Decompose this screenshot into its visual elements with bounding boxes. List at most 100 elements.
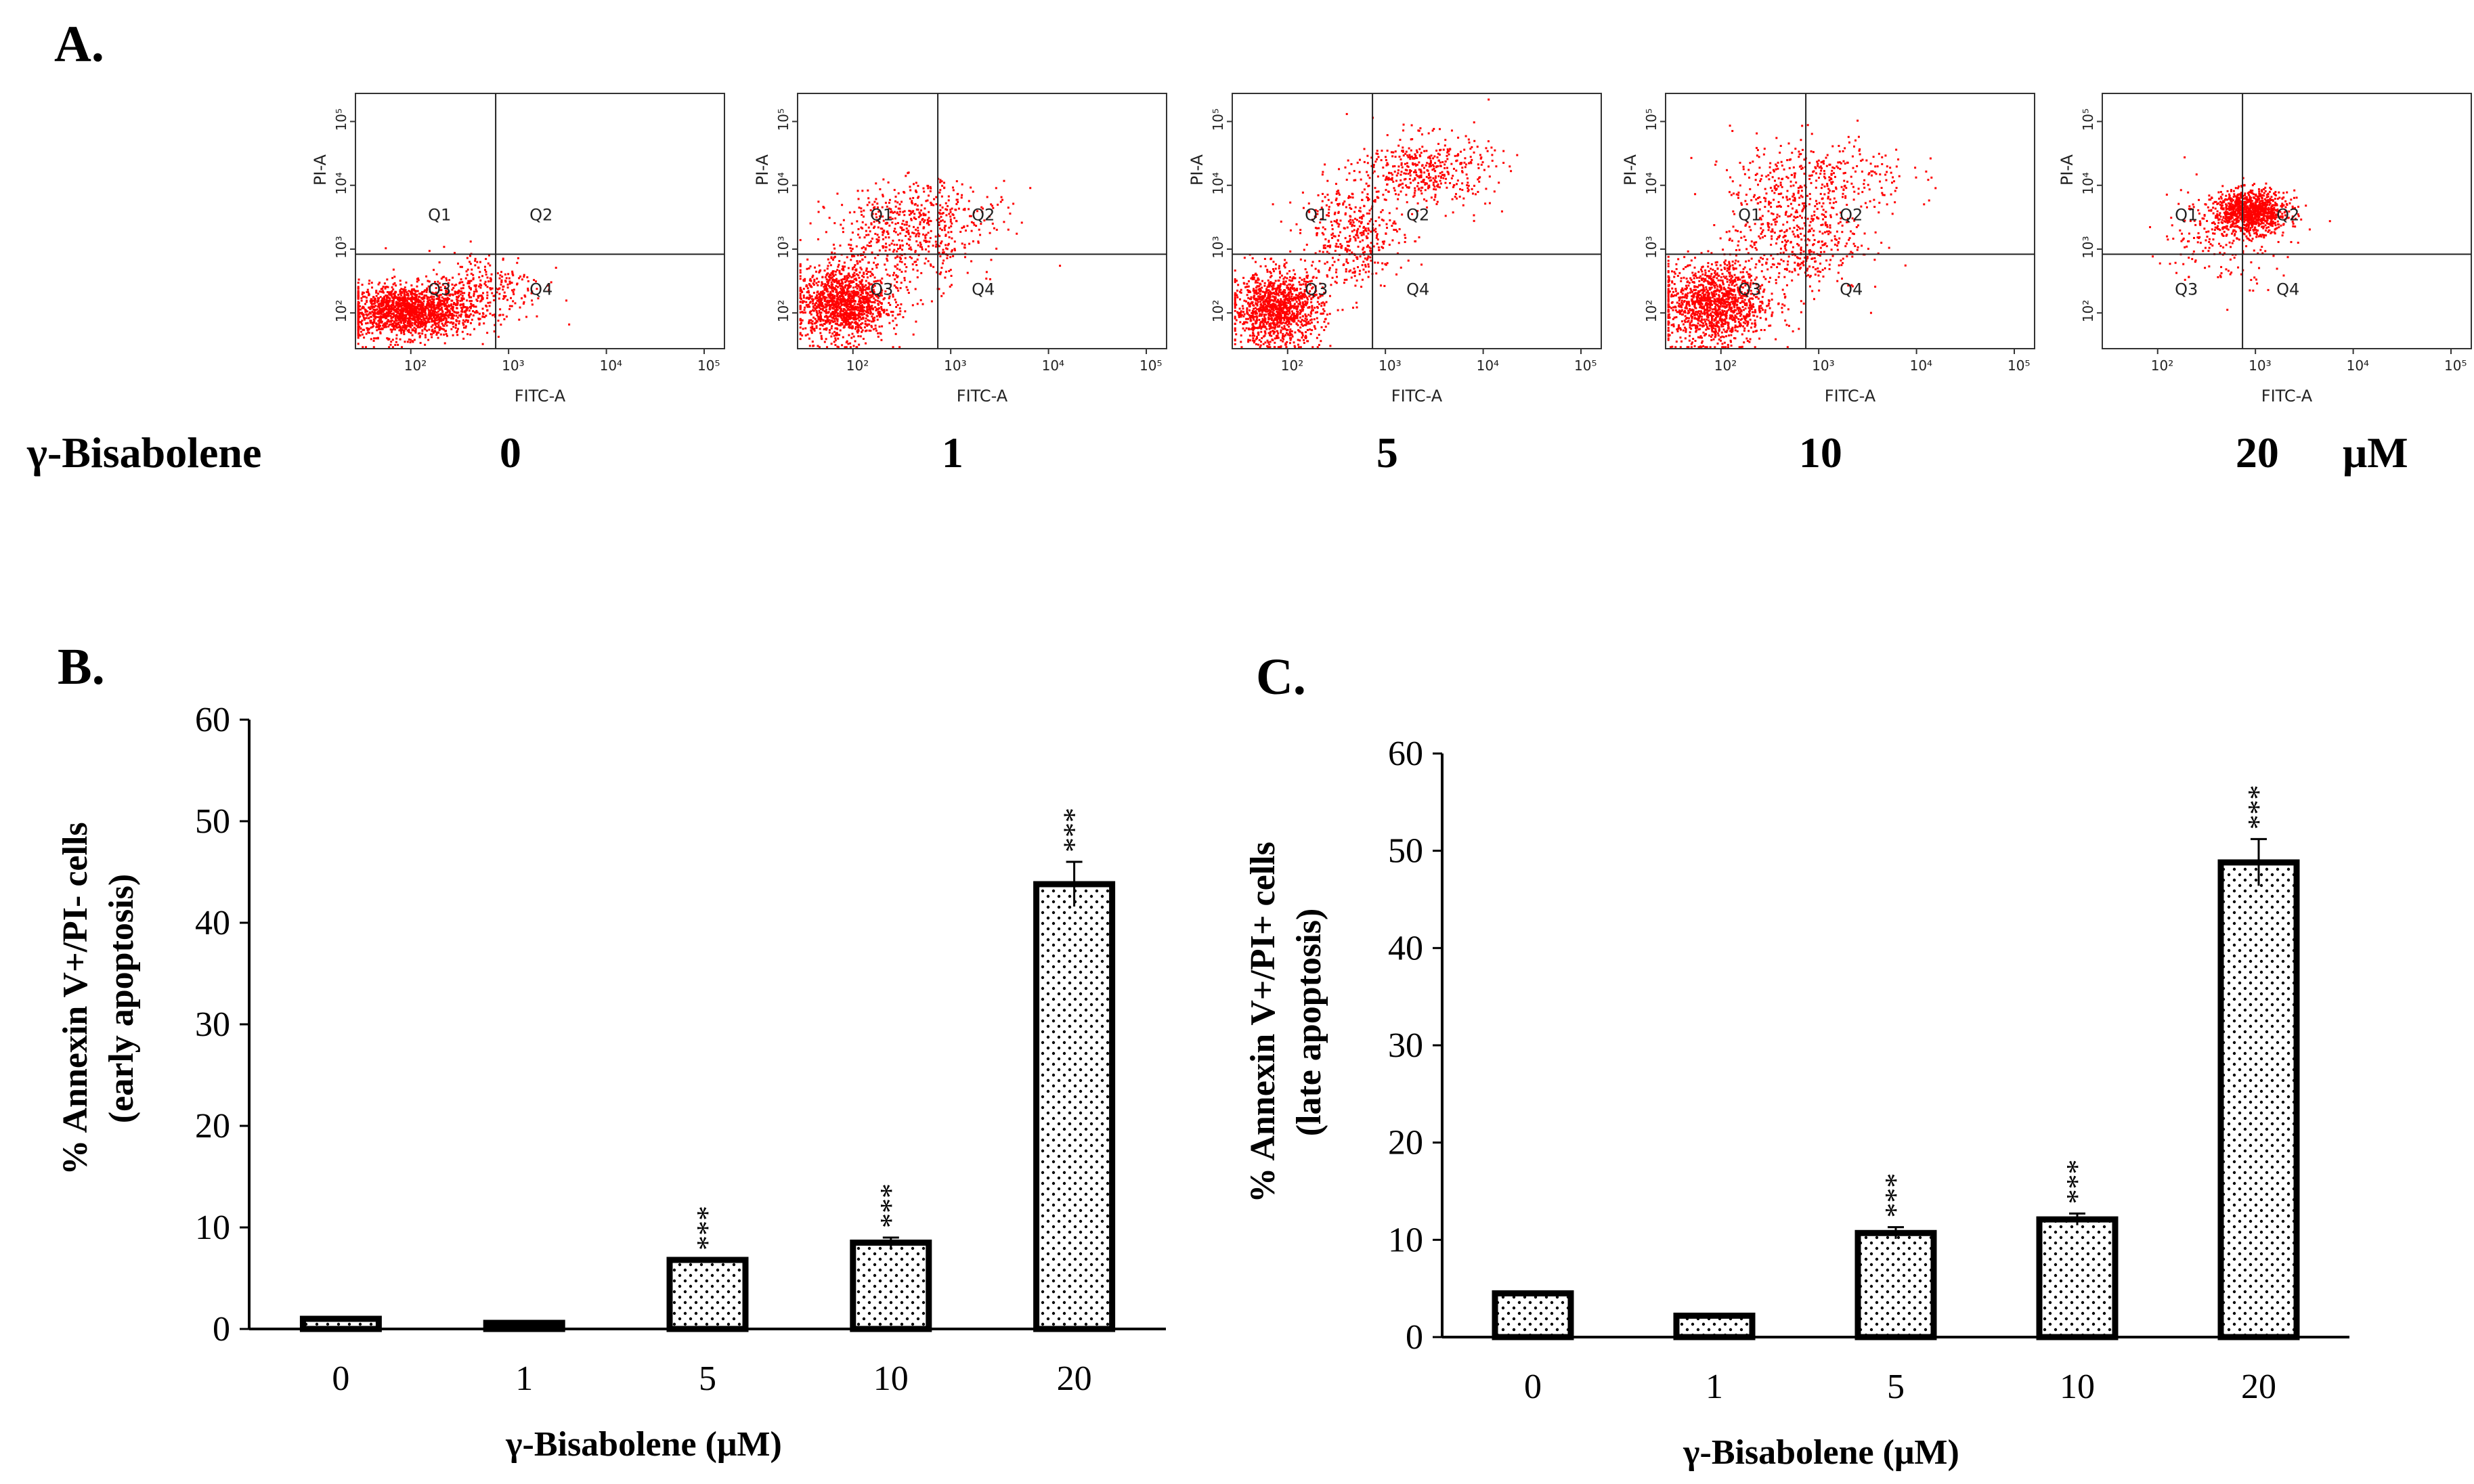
plot-frame bbox=[2102, 93, 2472, 349]
y-tick-label: 20 bbox=[1388, 1124, 1423, 1162]
significance-marker: *** bbox=[691, 1206, 724, 1250]
flow-y-tick-label: 10⁵ bbox=[1210, 108, 1226, 131]
bar-10 bbox=[2036, 1216, 2119, 1340]
chart-c-ylabel: % Annexin V+/PI+ cells bbox=[1244, 842, 1282, 1203]
panel-a-flow-cytometry: A. Q1 Q2 Q3 Q4 10² 10³ 10⁴ 10⁵ 10² 10³ 10⁴ 10⁵ FITC-… bbox=[26, 16, 2472, 477]
flow-x-tick-label: 10² bbox=[1281, 357, 1303, 374]
flow-x-axis-label: FITC-A bbox=[515, 387, 566, 406]
plot-frame bbox=[1232, 93, 1602, 349]
bar-0 bbox=[299, 1315, 382, 1332]
flow-x-tick-label: 10⁴ bbox=[600, 357, 622, 374]
flow-y-tick-label: 10³ bbox=[333, 236, 349, 259]
x-tick-label: 10 bbox=[873, 1359, 909, 1398]
flow-x-axis-label: FITC-A bbox=[1391, 387, 1443, 406]
bar-1 bbox=[483, 1319, 565, 1332]
x-tick-label: 5 bbox=[699, 1359, 716, 1398]
scatter-points bbox=[2149, 156, 2331, 311]
x-tick-label: 0 bbox=[1524, 1368, 1542, 1406]
flow-x-tick-label: 10⁵ bbox=[2008, 357, 2030, 374]
significance-marker: *** bbox=[2060, 1160, 2093, 1204]
flow-y-tick-label: 10³ bbox=[775, 236, 791, 259]
quadrant-label: Q2 bbox=[529, 206, 552, 225]
panel-b-label: B. bbox=[58, 638, 105, 695]
flow-x-tick-label: 10³ bbox=[1379, 357, 1401, 374]
panel-b-early-apoptosis-chart: B. 0 10 20 30 40 50 60 0 1 5 *** 10 *** 20 *** γ-Bisab… bbox=[56, 638, 1166, 1464]
chart-c: 0 10 20 30 40 50 60 0 1 5 *** 10 *** 20 *** bbox=[1388, 735, 2349, 1406]
chart-b: 0 10 20 30 40 50 60 0 1 5 *** 10 *** 20 *** bbox=[195, 701, 1166, 1398]
x-tick-label: 20 bbox=[1057, 1359, 1092, 1398]
x-tick-label: 1 bbox=[1706, 1368, 1723, 1406]
quadrant-label: Q3 bbox=[870, 280, 893, 299]
chart-b-ylabel: % Annexin V+/PI- cells bbox=[56, 822, 95, 1175]
significance-marker: *** bbox=[874, 1183, 907, 1228]
bar-20 bbox=[1033, 881, 1116, 1332]
y-tick-label: 10 bbox=[195, 1208, 230, 1247]
dose-label: 20 bbox=[2236, 429, 2279, 477]
flow-y-tick-label: 10⁴ bbox=[775, 172, 791, 194]
flow-y-tick-label: 10⁵ bbox=[2080, 108, 2096, 131]
bar-5 bbox=[666, 1257, 749, 1332]
y-tick-label: 40 bbox=[195, 904, 230, 942]
flow-x-tick-label: 10⁵ bbox=[1574, 357, 1597, 374]
flow-x-tick-label: 10⁴ bbox=[1042, 357, 1064, 374]
bar-1 bbox=[1673, 1312, 1756, 1340]
unit-label: μM bbox=[2343, 429, 2408, 477]
chart-b-ylabel2: (early apoptosis) bbox=[102, 874, 141, 1123]
flow-x-axis-label: FITC-A bbox=[1825, 387, 1876, 406]
dose-label: 10 bbox=[1799, 429, 1842, 477]
flow-y-axis-label: PI-A bbox=[311, 154, 330, 186]
quadrant-label: Q4 bbox=[1840, 280, 1863, 299]
quadrant-label: Q2 bbox=[2276, 206, 2299, 225]
flow-y-tick-label: 10³ bbox=[2080, 236, 2096, 259]
flow-x-tick-label: 10³ bbox=[1812, 357, 1834, 374]
quadrant-label: Q4 bbox=[972, 280, 995, 299]
flow-y-tick-label: 10² bbox=[1210, 300, 1226, 322]
significance-marker: *** bbox=[2242, 785, 2275, 829]
x-tick-label: 20 bbox=[2241, 1368, 2276, 1406]
quadrant-label: Q1 bbox=[870, 206, 893, 225]
panel-c-late-apoptosis-chart: C. 0 10 20 30 40 50 60 0 1 5 *** 10 *** 20 *** γ-Bisab… bbox=[1244, 649, 2349, 1472]
flow-plot-0: Q1 Q2 Q3 Q4 10² 10³ 10⁴ 10⁵ 10² 10³ 10⁴ 10⁵ FITC-A PI… bbox=[311, 93, 725, 477]
plot-frame bbox=[1665, 93, 2035, 349]
flow-x-tick-label: 10⁴ bbox=[1910, 357, 1932, 374]
y-tick-label: 0 bbox=[213, 1310, 230, 1349]
y-tick-label: 30 bbox=[1388, 1026, 1423, 1065]
flow-y-tick-label: 10⁴ bbox=[333, 172, 349, 194]
flow-y-tick-label: 10⁴ bbox=[2080, 172, 2096, 194]
x-tick-label: 10 bbox=[2060, 1368, 2095, 1406]
flow-y-tick-label: 10⁵ bbox=[333, 108, 349, 131]
flow-x-tick-label: 10³ bbox=[502, 357, 524, 374]
flow-x-tick-label: 10² bbox=[1714, 357, 1737, 374]
x-tick-label: 0 bbox=[332, 1359, 349, 1398]
flow-y-tick-label: 10² bbox=[2080, 300, 2096, 322]
y-tick-label: 60 bbox=[195, 701, 230, 739]
flow-plot-10: Q1 Q2 Q3 Q4 10² 10³ 10⁴ 10⁵ 10² 10³ 10⁴ 10⁵ FITC-A PI… bbox=[1621, 93, 2035, 477]
panel-a-label: A. bbox=[54, 16, 104, 72]
y-tick-label: 30 bbox=[195, 1005, 230, 1044]
flow-y-axis-label: PI-A bbox=[2058, 154, 2077, 186]
flow-y-tick-label: 10⁴ bbox=[1210, 172, 1226, 194]
flow-plot-20: Q1 Q2 Q3 Q4 10² 10³ 10⁴ 10⁵ 10² 10³ 10⁴ 10⁵ FITC-A PI… bbox=[2058, 93, 2472, 477]
quadrant-label: Q1 bbox=[428, 206, 451, 225]
quadrant-label: Q2 bbox=[1840, 206, 1863, 225]
y-tick-label: 40 bbox=[1388, 929, 1423, 967]
flow-y-tick-label: 10⁴ bbox=[1643, 172, 1659, 194]
x-tick-label: 1 bbox=[515, 1359, 533, 1398]
flow-y-tick-label: 10⁵ bbox=[775, 108, 791, 131]
quadrant-label: Q2 bbox=[1406, 206, 1429, 225]
dose-label: 0 bbox=[500, 429, 521, 477]
flow-x-tick-label: 10⁴ bbox=[2347, 357, 2369, 374]
flow-plots: Q1 Q2 Q3 Q4 10² 10³ 10⁴ 10⁵ 10² 10³ 10⁴ 10⁵ FITC-A PI… bbox=[311, 93, 2472, 477]
y-tick-label: 50 bbox=[195, 802, 230, 841]
quadrant-label: Q3 bbox=[428, 280, 451, 299]
flow-y-tick-label: 10³ bbox=[1643, 236, 1659, 259]
bar-10 bbox=[850, 1240, 932, 1332]
y-tick-label: 50 bbox=[1388, 832, 1423, 871]
quadrant-label: Q1 bbox=[1305, 206, 1328, 225]
scatter-points bbox=[1234, 98, 1519, 349]
quadrant-label: Q3 bbox=[1305, 280, 1328, 299]
flow-y-axis-label: PI-A bbox=[1621, 154, 1640, 186]
scatter-points bbox=[799, 171, 1062, 349]
chart-c-xlabel: γ-Bisabolene (μM) bbox=[1683, 1433, 1959, 1472]
